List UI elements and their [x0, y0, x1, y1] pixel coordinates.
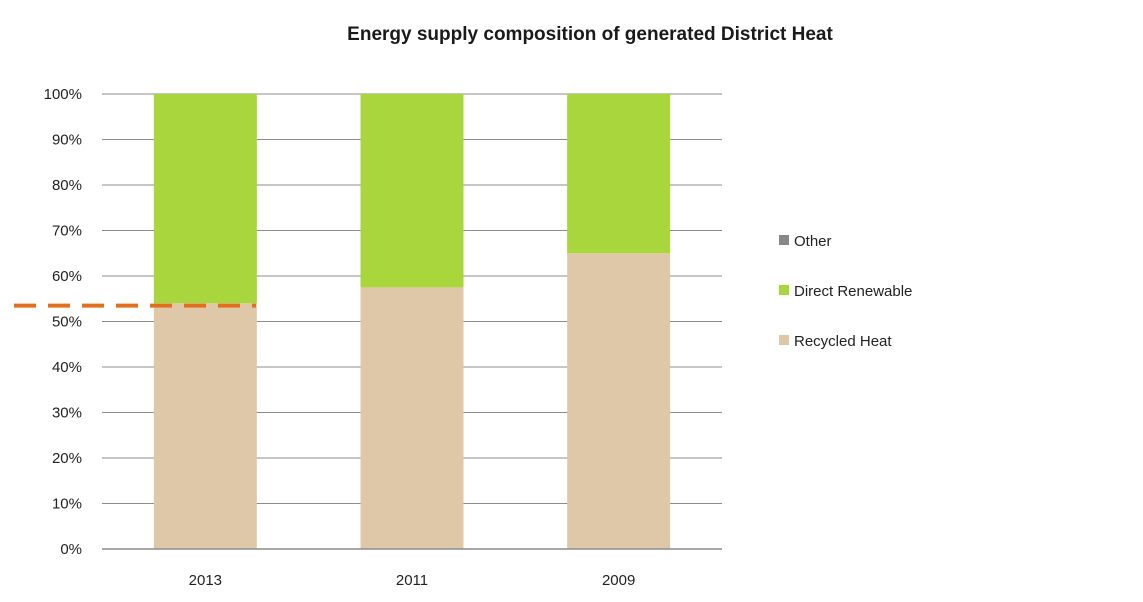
y-tick-label: 90% — [52, 132, 82, 149]
legend-swatch — [779, 235, 789, 245]
x-axis-ticks: 2013 2011 2009 — [189, 572, 636, 589]
x-tick-label: 2011 — [396, 572, 428, 589]
legend-label: Direct Renewable — [794, 283, 912, 300]
bar-segment-recycled-heat — [567, 253, 671, 549]
y-tick-label: 20% — [52, 450, 82, 467]
bar-segment-direct-renewable — [153, 94, 257, 304]
bar-segment-recycled-heat — [153, 303, 257, 549]
y-tick-label: 100% — [44, 86, 82, 103]
y-tick-label: 50% — [52, 314, 82, 331]
y-tick-label: 40% — [52, 359, 82, 376]
y-axis-ticks: 0% 10% 20% 30% 40% 50% 60% 70% 80% 90% 100% — [44, 86, 82, 558]
bar-segment-direct-renewable — [567, 94, 671, 254]
y-tick-label: 10% — [52, 496, 82, 513]
x-tick-label: 2009 — [602, 572, 635, 589]
chart-title: Energy supply composition of generated D… — [347, 24, 833, 45]
y-tick-label: 70% — [52, 223, 82, 240]
y-tick-label: 0% — [60, 541, 82, 558]
y-tick-label: 80% — [52, 177, 82, 194]
legend-swatch — [779, 335, 789, 345]
y-tick-label: 60% — [52, 268, 82, 285]
legend: Other Direct Renewable Recycled Heat — [779, 233, 912, 350]
x-tick-label: 2013 — [189, 572, 222, 589]
bars — [153, 94, 671, 549]
bar-segment-direct-renewable — [360, 94, 464, 288]
legend-label: Recycled Heat — [794, 333, 892, 350]
legend-label: Other — [794, 233, 832, 250]
legend-swatch — [779, 285, 789, 295]
y-tick-label: 30% — [52, 405, 82, 422]
bar-segment-recycled-heat — [360, 287, 464, 549]
